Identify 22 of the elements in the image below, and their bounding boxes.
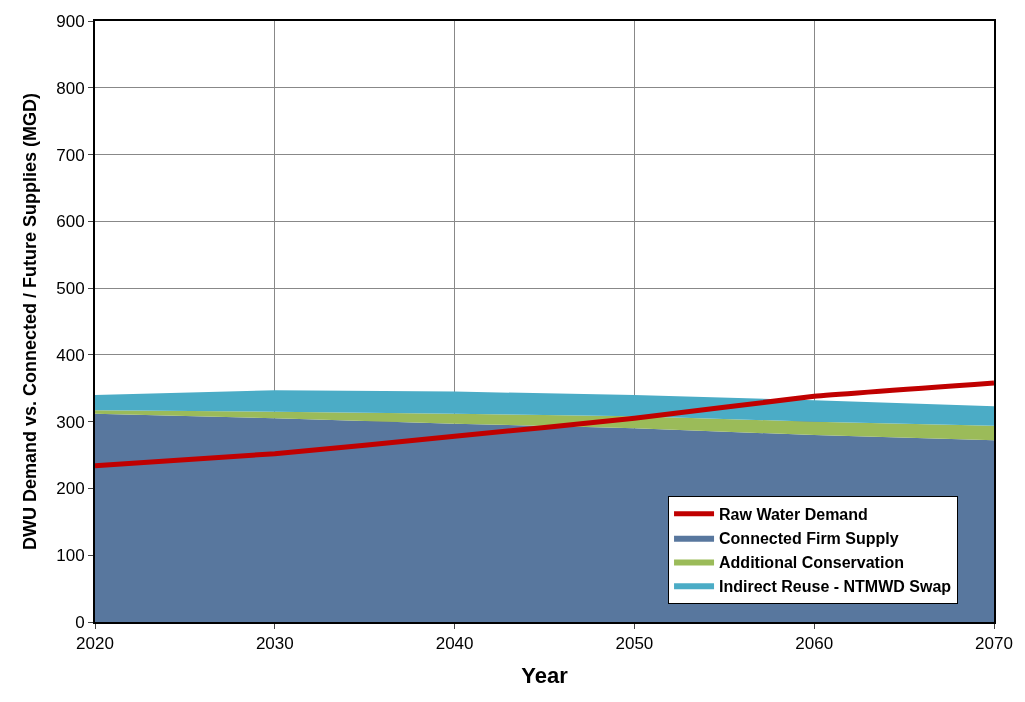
y-tick-label: 500 <box>56 279 85 299</box>
y-tick-label: 700 <box>56 145 85 165</box>
y-tick-label: 600 <box>56 212 85 232</box>
y-tick-label: 900 <box>56 11 85 31</box>
x-axis-title: Year <box>521 662 569 688</box>
x-tick-label: 2040 <box>435 634 474 654</box>
y-tick-label: 0 <box>75 612 85 632</box>
legend-label: Indirect Reuse - NTMWD Swap <box>719 577 952 595</box>
legend-label: Connected Firm Supply <box>719 529 899 547</box>
x-tick-label: 2060 <box>795 634 834 654</box>
y-axis-title: DWU Demand vs. Connected / Future Supplies (MGD) <box>19 92 40 551</box>
y-tick-label: 300 <box>56 412 85 432</box>
legend-label: Raw Water Demand <box>719 506 868 524</box>
x-tick-label: 2070 <box>975 634 1013 654</box>
x-tick-label: 2030 <box>255 634 294 654</box>
x-tick-label: 2050 <box>615 634 654 654</box>
legend-label: Additional Conservation <box>719 553 904 571</box>
y-tick-label: 400 <box>56 345 85 365</box>
y-tick-label: 100 <box>56 546 85 566</box>
y-tick-label: 800 <box>56 78 85 98</box>
x-tick-label: 2020 <box>76 634 114 654</box>
y-tick-label: 200 <box>56 479 85 499</box>
